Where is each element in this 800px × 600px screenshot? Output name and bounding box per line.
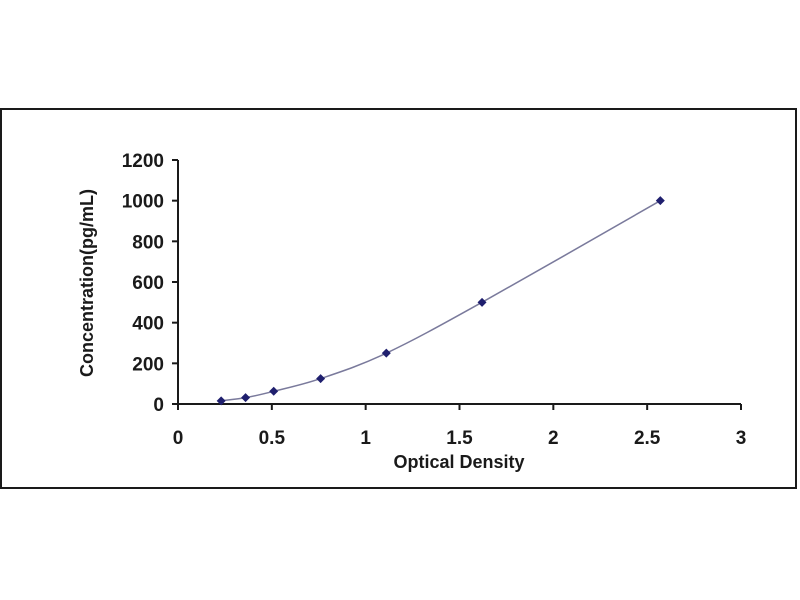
y-axis-title: Concentration(pg/mL) xyxy=(77,189,97,377)
data-point xyxy=(216,396,226,406)
x-tick-label: 0 xyxy=(173,428,184,449)
fit-curve xyxy=(221,200,661,402)
x-tick-label: 2 xyxy=(548,428,559,449)
plot-area xyxy=(216,196,665,406)
data-point xyxy=(477,297,487,307)
y-tick-label: 0 xyxy=(153,395,164,416)
data-point xyxy=(655,196,665,206)
y-axis-ticks: 0 200 400 600 800 1000 1200 xyxy=(122,151,178,416)
y-tick-label: 800 xyxy=(132,232,164,253)
x-axis-ticks: 0 0.5 1 1.5 2 2.5 3 xyxy=(173,404,747,449)
y-tick-label: 200 xyxy=(132,354,164,375)
x-tick-label: 0.5 xyxy=(259,428,286,449)
chart-frame xyxy=(0,108,797,489)
y-tick-label: 1200 xyxy=(122,151,164,172)
data-point xyxy=(269,386,279,396)
data-point xyxy=(316,374,326,384)
x-axis: 0 0.5 1 1.5 2 2.5 3 Optical Density xyxy=(173,403,747,472)
y-tick-label: 400 xyxy=(132,314,164,335)
x-tick-label: 2.5 xyxy=(634,428,661,449)
x-tick-label: 1.5 xyxy=(446,428,473,449)
y-axis: 0 200 400 600 800 1000 1200 Concentration(pg/m… xyxy=(77,151,179,416)
x-tick-label: 1 xyxy=(360,428,371,449)
x-axis-title: Optical Density xyxy=(393,452,524,472)
data-point xyxy=(381,348,391,358)
y-tick-label: 1000 xyxy=(122,192,164,213)
data-point xyxy=(241,393,251,403)
x-tick-label: 3 xyxy=(736,428,747,449)
y-tick-label: 600 xyxy=(132,273,164,294)
